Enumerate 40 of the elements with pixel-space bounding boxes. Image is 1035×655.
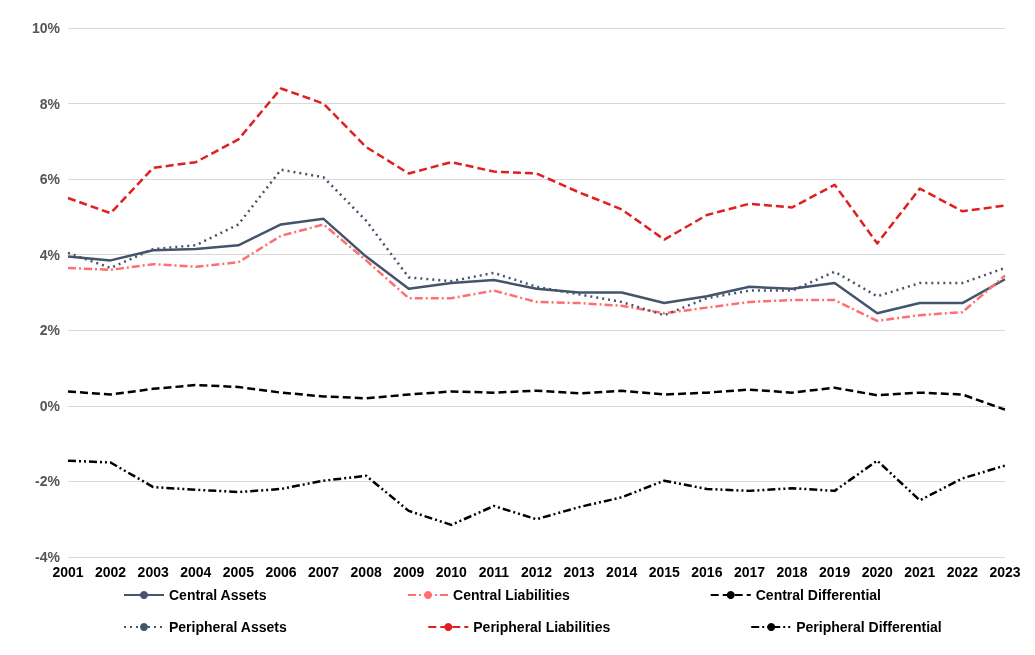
y-tick-label: -4% [35, 549, 61, 565]
legend-label: Peripheral Liabilities [473, 619, 611, 635]
x-tick-label: 2002 [95, 564, 127, 580]
y-tick-label: 10% [31, 20, 61, 36]
x-tick-label: 2014 [606, 564, 638, 580]
y-tick-label: -2% [35, 473, 61, 490]
y-tick-label: 0% [39, 397, 61, 414]
x-tick-label: 2017 [733, 564, 766, 580]
y-tick-label: 2% [39, 322, 61, 339]
x-tick-label: 2018 [776, 564, 808, 580]
x-tick-label: 2010 [435, 564, 468, 580]
x-tick-label: 2016 [691, 564, 723, 580]
x-tick-label: 2005 [222, 564, 255, 580]
y-tick-label: 6% [39, 171, 61, 188]
x-tick-label: 2007 [307, 564, 340, 580]
line-series [66, 383, 1007, 411]
x-tick-label: 2012 [520, 564, 553, 580]
legend-label: Central Differential [755, 587, 881, 603]
x-tick-label: 2019 [819, 564, 851, 580]
line-series [66, 459, 1007, 527]
x-tick-label: 2021 [904, 564, 936, 580]
x-tick-label: 2011 [478, 564, 510, 580]
x-tick-label: 2008 [350, 564, 382, 580]
x-tick-label: 2001 [52, 564, 84, 580]
x-tick-label: 2015 [648, 564, 681, 580]
x-tick-label: 2013 [563, 564, 595, 580]
x-tick-label: 2003 [137, 564, 169, 580]
x-tick-label: 2022 [946, 564, 979, 580]
x-tick-label: 2009 [393, 564, 425, 580]
y-tick-label: 8% [39, 95, 61, 112]
legend-label: Peripheral Assets [169, 619, 287, 635]
legend-label: Central Assets [169, 587, 267, 603]
legend-label: Central Liabilities [453, 587, 570, 603]
x-tick-label: 2004 [180, 564, 212, 580]
x-tick-label: 2020 [861, 564, 894, 580]
line-series [66, 87, 1007, 245]
legend-label: Peripheral Differential [796, 619, 942, 635]
x-tick-label: 2023 [989, 564, 1021, 580]
x-tick-label: 2006 [265, 564, 297, 580]
y-tick-label: 4% [39, 246, 61, 263]
